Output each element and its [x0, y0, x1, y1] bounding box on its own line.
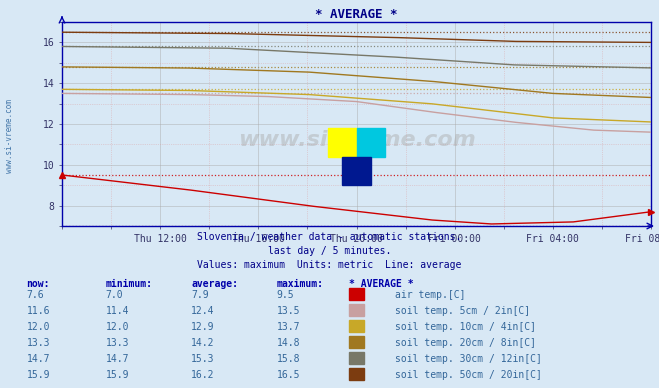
Text: 7.6: 7.6: [26, 290, 44, 300]
Title: * AVERAGE *: * AVERAGE *: [315, 8, 398, 21]
Text: 15.9: 15.9: [26, 370, 50, 380]
Text: 14.7: 14.7: [105, 354, 129, 364]
Text: www.si-vreme.com: www.si-vreme.com: [5, 99, 14, 173]
Text: 11.4: 11.4: [105, 306, 129, 316]
Text: 12.4: 12.4: [191, 306, 215, 316]
Text: 14.2: 14.2: [191, 338, 215, 348]
Text: soil temp. 5cm / 2in[C]: soil temp. 5cm / 2in[C]: [395, 306, 530, 316]
Text: 11.6: 11.6: [26, 306, 50, 316]
Text: 14.7: 14.7: [26, 354, 50, 364]
Bar: [342, 157, 371, 185]
Text: now:: now:: [26, 279, 50, 289]
Text: 13.3: 13.3: [105, 338, 129, 348]
Text: 9.5: 9.5: [277, 290, 295, 300]
Text: Values: maximum  Units: metric  Line: average: Values: maximum Units: metric Line: aver…: [197, 260, 462, 270]
Text: 15.8: 15.8: [277, 354, 301, 364]
Text: minimum:: minimum:: [105, 279, 152, 289]
Text: 12.9: 12.9: [191, 322, 215, 332]
Text: 15.9: 15.9: [105, 370, 129, 380]
Text: 15.3: 15.3: [191, 354, 215, 364]
Text: 7.0: 7.0: [105, 290, 123, 300]
Text: 7.9: 7.9: [191, 290, 209, 300]
Text: 16.5: 16.5: [277, 370, 301, 380]
Bar: [328, 128, 357, 157]
Text: 12.0: 12.0: [105, 322, 129, 332]
Text: 13.3: 13.3: [26, 338, 50, 348]
Text: average:: average:: [191, 279, 238, 289]
Text: www.si-vreme.com: www.si-vreme.com: [238, 130, 475, 150]
Text: soil temp. 30cm / 12in[C]: soil temp. 30cm / 12in[C]: [395, 354, 542, 364]
Text: 16.2: 16.2: [191, 370, 215, 380]
Text: 13.7: 13.7: [277, 322, 301, 332]
Text: soil temp. 10cm / 4in[C]: soil temp. 10cm / 4in[C]: [395, 322, 536, 332]
Text: air temp.[C]: air temp.[C]: [395, 290, 466, 300]
Text: last day / 5 minutes.: last day / 5 minutes.: [268, 246, 391, 256]
Text: 13.5: 13.5: [277, 306, 301, 316]
Text: maximum:: maximum:: [277, 279, 324, 289]
Text: Slovenia / weather data - automatic stations.: Slovenia / weather data - automatic stat…: [197, 232, 462, 242]
Bar: [357, 128, 385, 157]
Text: * AVERAGE *: * AVERAGE *: [349, 279, 414, 289]
Text: soil temp. 20cm / 8in[C]: soil temp. 20cm / 8in[C]: [395, 338, 536, 348]
Text: 12.0: 12.0: [26, 322, 50, 332]
Text: soil temp. 50cm / 20in[C]: soil temp. 50cm / 20in[C]: [395, 370, 542, 380]
Text: 14.8: 14.8: [277, 338, 301, 348]
